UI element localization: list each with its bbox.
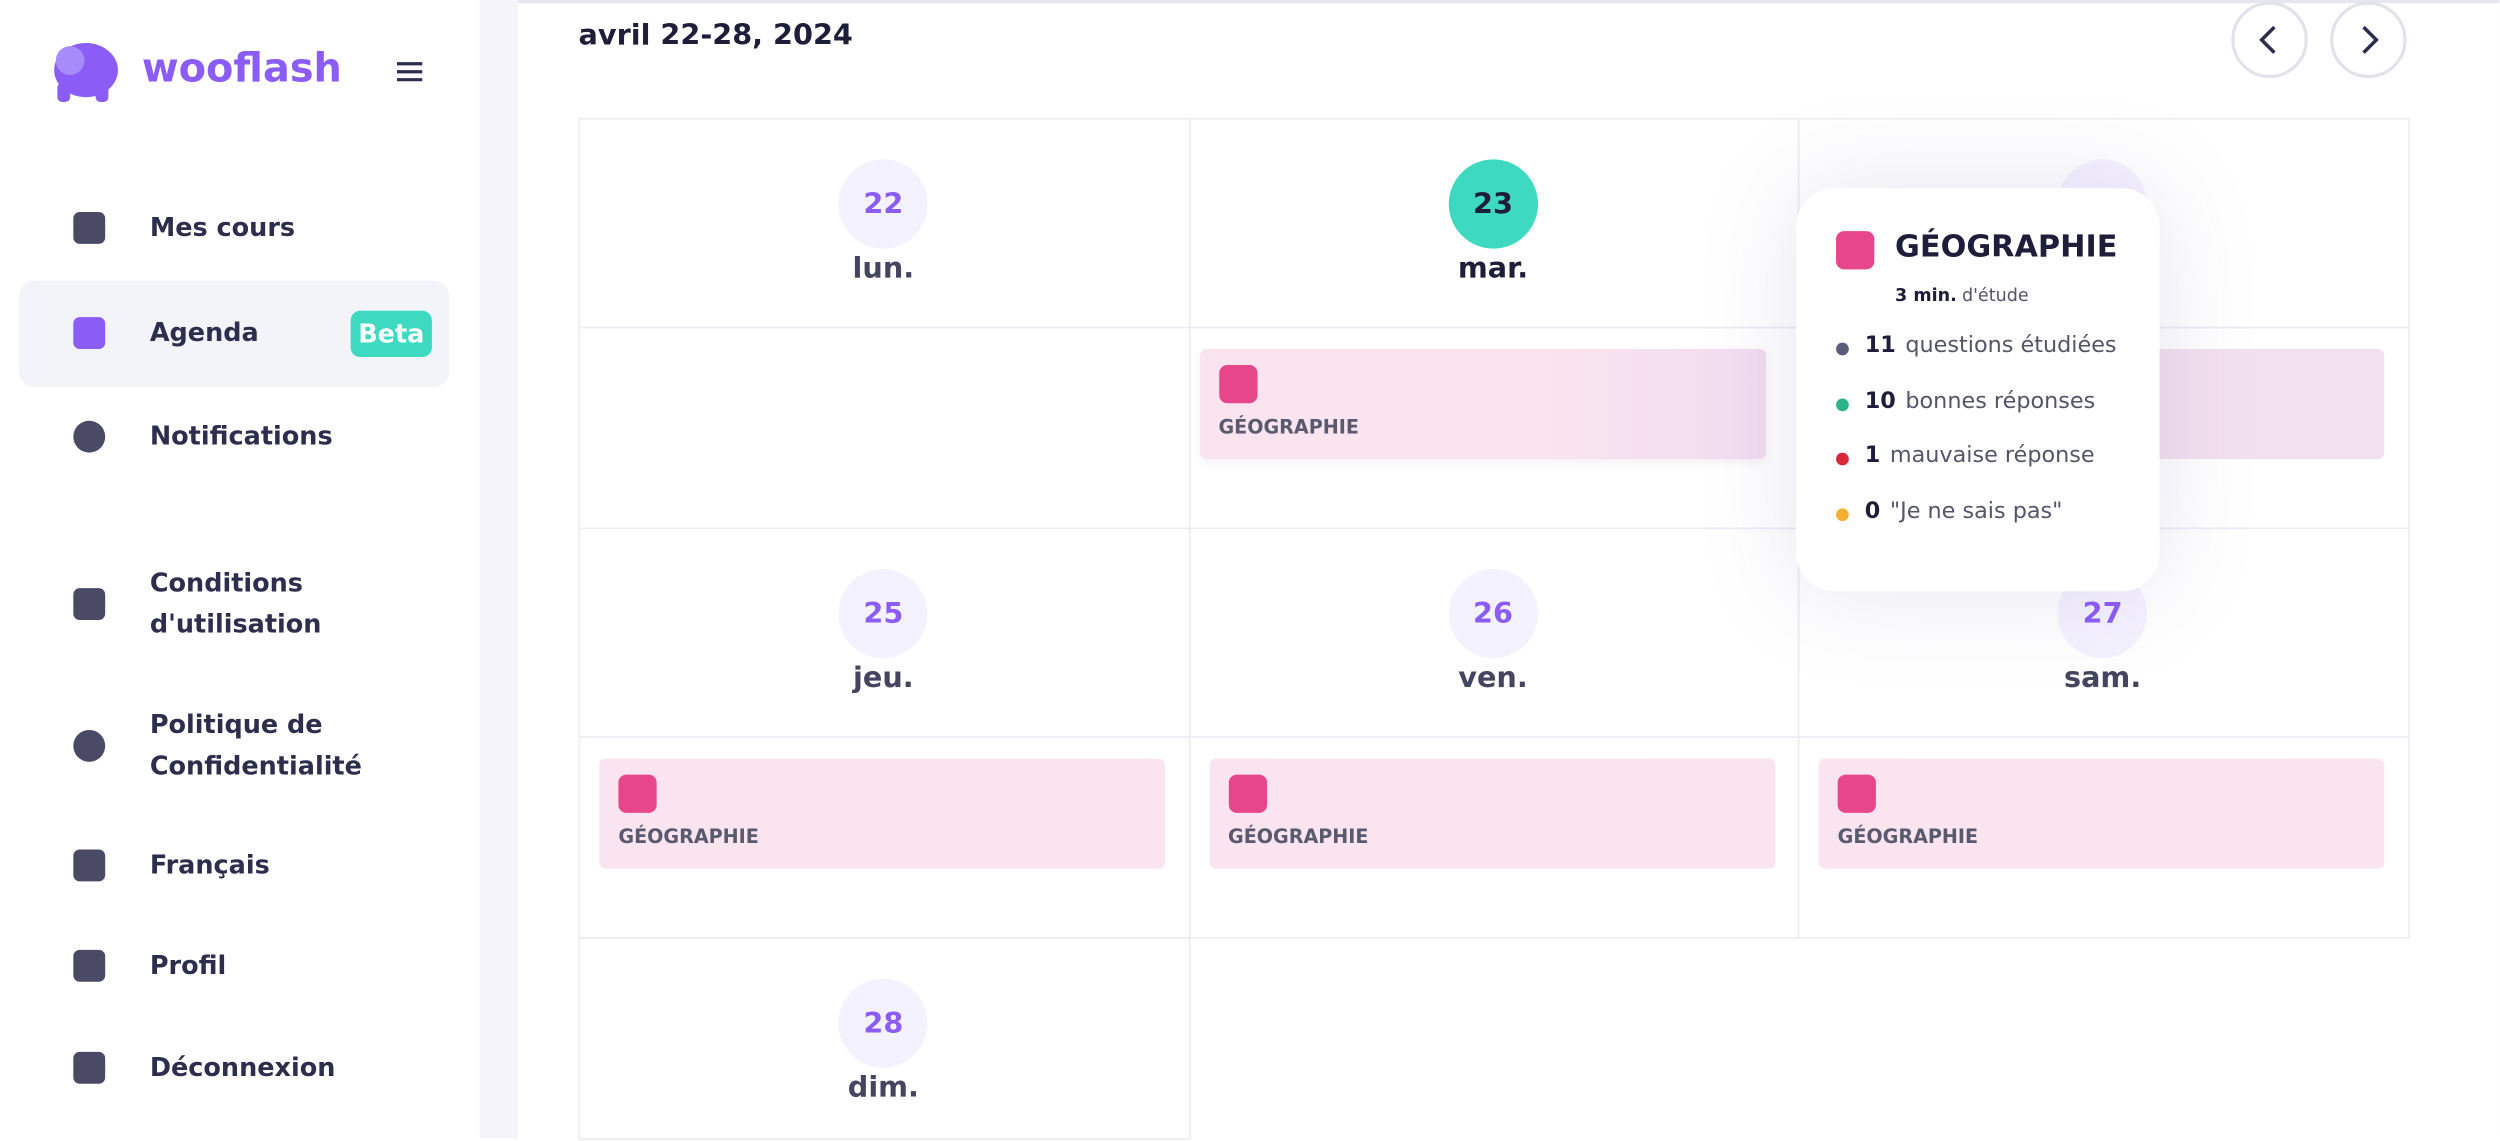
nav-icon: [73, 211, 106, 244]
nav-item[interactable]: Français: [149, 849, 270, 880]
day-number: 22: [838, 159, 928, 249]
menu-button[interactable]: [396, 61, 423, 83]
day-weekday: dim.: [847, 1071, 919, 1105]
event[interactable]: GÉOGRAPHIE: [599, 758, 1166, 869]
nav-item[interactable]: Politique de Confidentialité: [149, 709, 362, 781]
event[interactable]: GÉOGRAPHIE: [1208, 758, 1775, 869]
event[interactable]: GÉOGRAPHIE: [1818, 758, 2385, 869]
tooltip-icon: [1836, 231, 1875, 270]
week-title: avril 22-28, 2024: [578, 19, 853, 53]
nav-icon: [73, 949, 106, 982]
stat-dot: [1836, 453, 1849, 467]
nav-icon: [73, 588, 106, 620]
stat-row: 1 mauvaise réponse: [1865, 444, 2095, 470]
stat-row: 0 "Je ne sais pas": [1865, 499, 2063, 525]
event[interactable]: GÉOGRAPHIE: [1199, 349, 1766, 460]
nav-icon: [73, 849, 106, 882]
day-number: 23: [1448, 159, 1538, 249]
stat-label: questions étudiées: [1905, 333, 2117, 359]
day-weekday: sam.: [2063, 661, 2142, 695]
day-weekday: mar.: [1457, 251, 1529, 286]
event-icon: [618, 774, 657, 813]
nav-item[interactable]: Mes cours: [149, 211, 296, 243]
event-icon: [1218, 364, 1257, 404]
nav-badge: Beta: [350, 310, 432, 358]
event-title: GÉOGRAPHIE: [1228, 825, 1369, 848]
stat-value: 11: [1864, 333, 1896, 359]
stat-value: 0: [1864, 499, 1881, 525]
day-number: 25: [838, 568, 928, 659]
stat-dot: [1836, 342, 1849, 356]
nav-icon: [73, 729, 106, 762]
event-icon: [1837, 774, 1876, 813]
nav-item[interactable]: Profil: [149, 949, 227, 981]
week-nav[interactable]: [2230, 0, 2412, 83]
stat-value: 10: [1864, 388, 1896, 414]
day-number: 28: [838, 978, 928, 1068]
event-title: GÉOGRAPHIE: [1837, 825, 1979, 848]
calendar-cell: [578, 326, 1190, 530]
nav-icon: [73, 317, 106, 350]
stat-label: "Je ne sais pas": [1889, 499, 2063, 525]
day-weekday: ven.: [1458, 661, 1528, 695]
day-weekday: jeu.: [853, 661, 914, 695]
day-number: 26: [1448, 568, 1538, 659]
logo: [54, 43, 118, 103]
stat-label: bonnes réponses: [1905, 388, 2096, 414]
sidebar: wooflash Mes cours Agenda Beta Notification…: [0, 0, 480, 1138]
brand: wooflash: [141, 44, 342, 91]
nav-icon: [73, 420, 106, 453]
tooltip-duration-label: d'étude: [1961, 285, 2029, 307]
stat-dot: [1836, 508, 1849, 522]
stat-dot: [1836, 397, 1849, 411]
nav-item[interactable]: Agenda: [149, 317, 259, 348]
event-title: GÉOGRAPHIE: [1218, 415, 1359, 439]
tooltip-duration: 3 min.: [1895, 285, 1957, 307]
event-title: GÉOGRAPHIE: [618, 825, 759, 848]
calendar-cell: [1797, 736, 2410, 939]
stat-row: 11 questions étudiées: [1865, 333, 2117, 359]
stat-value: 1: [1864, 443, 1881, 470]
nav-item[interactable]: Conditions d'utilisation: [149, 567, 322, 640]
tooltip: GÉOGRAPHIE 3 min. d'étude 11 questions étudi…: [1796, 188, 2160, 592]
stat-row: 10 bonnes réponses: [1865, 388, 2096, 414]
nav-item[interactable]: Déconnexion: [149, 1051, 336, 1083]
nav-icon: [73, 1051, 106, 1084]
tooltip-title: GÉOGRAPHIE: [1895, 229, 2118, 265]
nav-item[interactable]: Notifications: [149, 420, 333, 452]
day-weekday: lun.: [852, 251, 915, 286]
event-icon: [1228, 774, 1267, 813]
stat-label: mauvaise réponse: [1889, 443, 2095, 470]
